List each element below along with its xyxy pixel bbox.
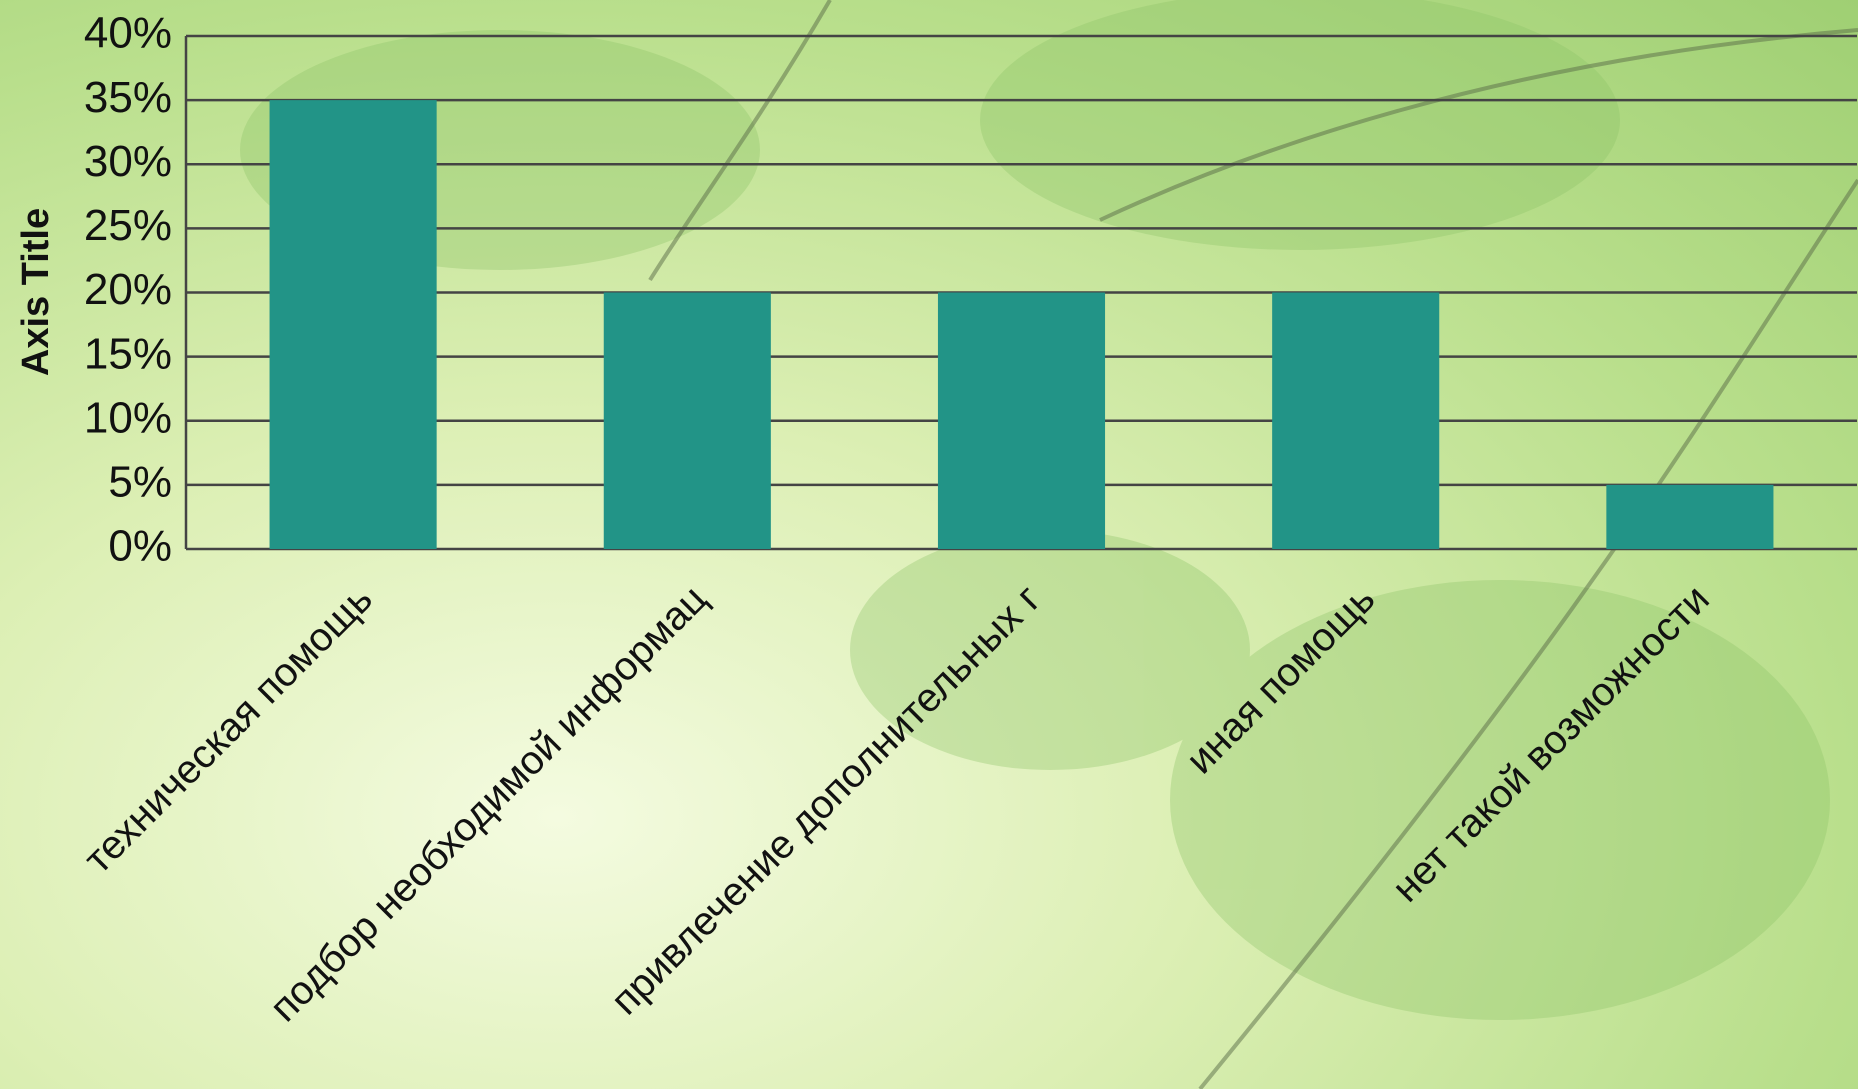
y-tick-label: 5% (108, 458, 172, 507)
y-tick-label: 30% (84, 137, 172, 186)
bar (1272, 292, 1440, 549)
y-tick-label: 40% (84, 9, 172, 58)
y-tick-label: 25% (84, 201, 172, 250)
bar (937, 292, 1106, 549)
y-tick-label: 15% (84, 329, 172, 378)
bar (269, 100, 437, 549)
bar (1606, 484, 1774, 549)
y-tick-label: 10% (84, 393, 172, 442)
y-tick-label: 35% (84, 73, 172, 122)
x-tick-label: техническая помощь (76, 577, 381, 882)
y-tick-label: 0% (108, 522, 172, 571)
bar (603, 292, 771, 549)
y-axis-title: Axis Title (15, 208, 57, 376)
y-tick-label: 20% (84, 265, 172, 314)
